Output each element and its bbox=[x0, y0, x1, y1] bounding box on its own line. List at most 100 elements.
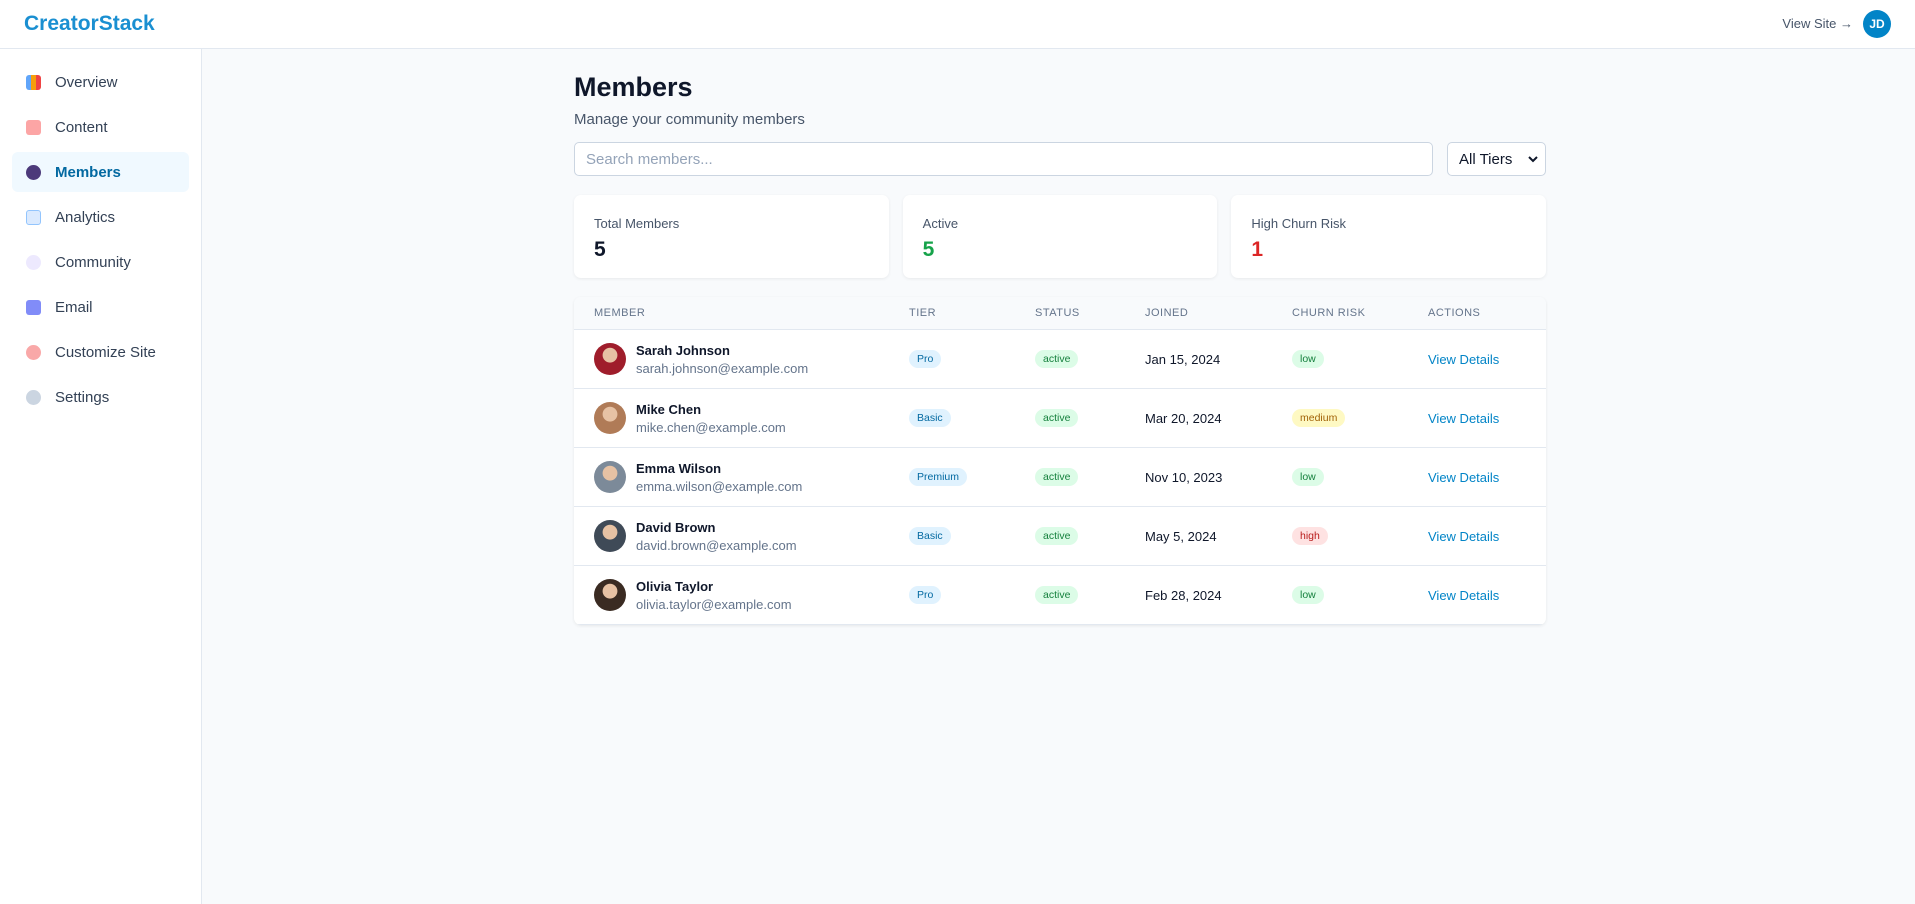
status-badge: active bbox=[1035, 409, 1079, 427]
status-badge: active bbox=[1035, 468, 1079, 486]
main: Members Manage your community members Se… bbox=[574, 49, 1547, 625]
member-avatar bbox=[594, 461, 626, 493]
member-email: david.brown@example.com bbox=[636, 537, 797, 553]
member-name: David Brown bbox=[636, 519, 716, 535]
nav-icon bbox=[26, 255, 41, 270]
view-details-link[interactable]: View Details bbox=[1428, 528, 1500, 544]
churn-cell: low bbox=[1292, 586, 1428, 604]
member-email: olivia.taylor@example.com bbox=[636, 596, 792, 612]
nav-item[interactable]: Content bbox=[12, 107, 189, 147]
status-cell: active bbox=[1035, 409, 1145, 427]
joined-date: Mar 20, 2024 bbox=[1145, 410, 1222, 426]
status-badge: active bbox=[1035, 527, 1079, 545]
view-site-link[interactable]: View Site → bbox=[1782, 16, 1853, 31]
table-row: Mike Chen mike.chen@example.com Basic activ… bbox=[574, 389, 1546, 448]
joined-date: Jan 15, 2024 bbox=[1145, 351, 1221, 367]
nav-item[interactable]: Overview bbox=[12, 62, 189, 102]
view-details-link[interactable]: View Details bbox=[1428, 410, 1500, 426]
stat-card: High Churn Risk 1 bbox=[1231, 195, 1547, 278]
churn-cell: medium bbox=[1292, 409, 1428, 427]
view-details-link[interactable]: View Details bbox=[1428, 351, 1500, 367]
status-cell: active bbox=[1035, 350, 1145, 368]
churn-badge: low bbox=[1292, 586, 1324, 604]
member-avatar bbox=[594, 520, 626, 552]
nav-label: Community bbox=[55, 253, 131, 271]
column-header: TIER bbox=[909, 307, 937, 319]
column-header: MEMBER bbox=[594, 307, 646, 319]
member-info: Olivia Taylor olivia.taylor@example.com bbox=[636, 579, 792, 612]
nav-item[interactable]: Email bbox=[12, 287, 189, 327]
member-info: Sarah Johnson sarah.johnson@example.com bbox=[636, 343, 808, 376]
stat-value: 5 bbox=[922, 238, 935, 261]
page-title: Members bbox=[574, 72, 693, 102]
nav-icon bbox=[26, 300, 41, 315]
status-badge: active bbox=[1035, 586, 1079, 604]
stat-card: Total Members 5 bbox=[574, 195, 889, 278]
brand[interactable]: CreatorStack bbox=[24, 12, 155, 35]
user-avatar[interactable]: JD bbox=[1863, 10, 1891, 38]
churn-cell: low bbox=[1292, 468, 1428, 486]
column-header: ACTIONS bbox=[1428, 307, 1481, 319]
filters: Search members... All Tiers bbox=[574, 142, 1546, 176]
column-header: JOINED bbox=[1145, 307, 1189, 319]
nav-icon bbox=[26, 165, 41, 180]
tier-select[interactable]: All Tiers bbox=[1447, 142, 1546, 176]
tier-badge: Pro bbox=[909, 586, 942, 604]
churn-badge: low bbox=[1292, 468, 1324, 486]
churn-badge: medium bbox=[1292, 409, 1346, 427]
tier-badge: Basic bbox=[909, 527, 951, 545]
topbar: CreatorStack View Site → JD bbox=[0, 0, 1915, 49]
nav-label: Overview bbox=[55, 73, 118, 91]
stats: Total Members 5 Active 5 High Churn Risk 1 bbox=[574, 195, 1547, 278]
column-header: STATUS bbox=[1035, 307, 1080, 319]
tier-cell: Basic bbox=[909, 527, 1035, 545]
member-email: emma.wilson@example.com bbox=[636, 478, 803, 494]
member-cell: Emma Wilson emma.wilson@example.com bbox=[594, 461, 909, 494]
nav-icon bbox=[26, 390, 41, 405]
tier-cell: Pro bbox=[909, 586, 1035, 604]
churn-cell: high bbox=[1292, 527, 1428, 545]
search-input[interactable]: Search members... bbox=[574, 142, 1433, 176]
stat-value: 1 bbox=[1251, 238, 1264, 261]
stat-card: Active 5 bbox=[902, 195, 1218, 278]
nav-item[interactable]: Members bbox=[12, 152, 189, 192]
member-cell: David Brown david.brown@example.com bbox=[594, 520, 909, 553]
member-email: sarah.johnson@example.com bbox=[636, 360, 809, 376]
nav-label: Analytics bbox=[55, 208, 116, 226]
member-cell: Olivia Taylor olivia.taylor@example.com bbox=[594, 579, 909, 612]
nav-icon bbox=[26, 75, 41, 90]
member-info: David Brown david.brown@example.com bbox=[636, 520, 797, 553]
members-table: MEMBER TIER STATUS JOINED CHURN RISK ACTIONS S… bbox=[574, 297, 1546, 625]
table-row: Olivia Taylor olivia.taylor@example.com Pr… bbox=[574, 566, 1546, 625]
member-name: Sarah Johnson bbox=[636, 342, 730, 358]
member-info: Emma Wilson emma.wilson@example.com bbox=[636, 461, 802, 494]
stat-label: Active bbox=[922, 216, 959, 231]
churn-badge: high bbox=[1292, 527, 1328, 545]
nav-item[interactable]: Settings bbox=[12, 377, 189, 417]
nav-item[interactable]: Analytics bbox=[12, 197, 189, 237]
tier-cell: Basic bbox=[909, 409, 1035, 427]
member-name: Emma Wilson bbox=[636, 460, 722, 476]
member-avatar bbox=[594, 579, 626, 611]
view-details-link[interactable]: View Details bbox=[1428, 587, 1500, 603]
page-subtitle: Manage your community members bbox=[574, 111, 805, 128]
nav-item[interactable]: Customize Site bbox=[12, 332, 189, 372]
churn-badge: low bbox=[1292, 350, 1324, 368]
stat-label: High Churn Risk bbox=[1251, 216, 1346, 231]
member-avatar bbox=[594, 402, 626, 434]
nav-label: Email bbox=[55, 298, 93, 316]
nav-icon bbox=[26, 345, 41, 360]
view-details-link[interactable]: View Details bbox=[1428, 469, 1500, 485]
tier-cell: Premium bbox=[909, 468, 1035, 486]
table-row: Emma Wilson emma.wilson@example.com Premiu… bbox=[574, 448, 1546, 507]
nav-label: Customize Site bbox=[55, 343, 156, 361]
joined-date: May 5, 2024 bbox=[1145, 528, 1217, 544]
member-cell: Sarah Johnson sarah.johnson@example.com bbox=[594, 343, 909, 376]
member-name: Mike Chen bbox=[636, 401, 702, 417]
status-badge: active bbox=[1035, 350, 1079, 368]
nav-item[interactable]: Community bbox=[12, 242, 189, 282]
chevron bbox=[1528, 156, 1538, 163]
stat-label: Total Members bbox=[594, 216, 680, 231]
